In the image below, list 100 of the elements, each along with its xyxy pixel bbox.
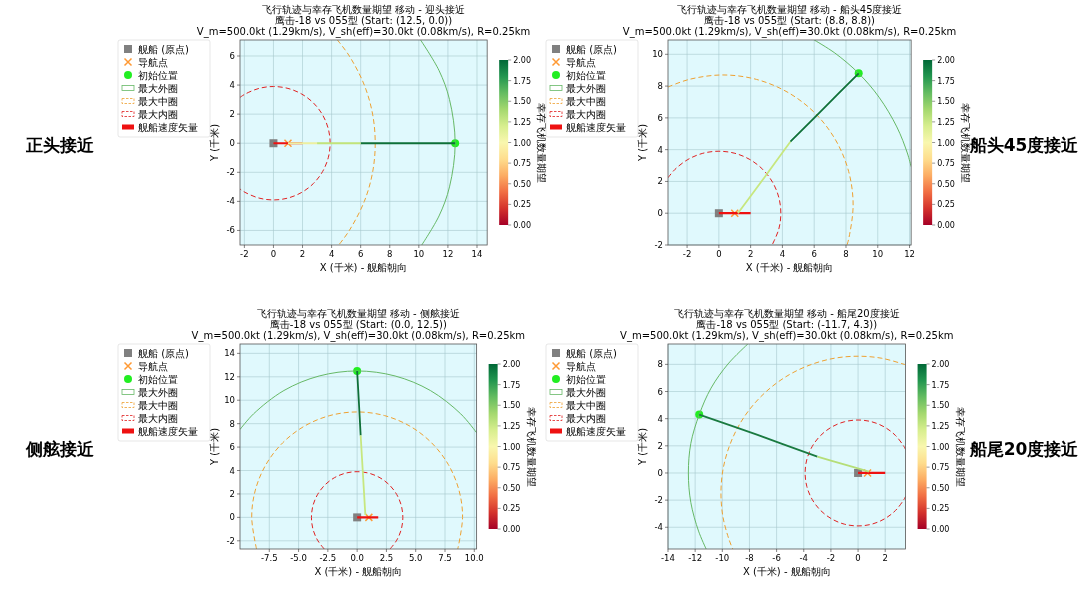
x-tick-label: -14	[661, 553, 675, 563]
color-bar-label: 0.00	[513, 221, 531, 230]
x-tick-label: 12	[442, 249, 454, 259]
color-bar-title: 幸存飞机数量期望	[536, 102, 548, 183]
y-tick-label: -2	[226, 535, 235, 546]
y-tick-label: 4	[657, 144, 663, 155]
color-bar-label: 1.25	[513, 117, 531, 127]
chart-title: 飞行轨迹与幸存飞机数量期望 移动 - 侧舷接近	[256, 308, 460, 319]
x-tick-label: 8	[387, 249, 393, 259]
legend-label: 舰船速度矢量	[566, 121, 626, 133]
legend-label: 舰船速度矢量	[138, 425, 198, 437]
x-tick-label: 0	[270, 249, 277, 259]
color-bar-label: 0.00	[931, 525, 950, 534]
x-tick-label: 2	[299, 249, 306, 259]
legend-label: 最大中圈	[138, 95, 178, 107]
color-bar-label: 1.50	[502, 401, 521, 411]
line-series	[336, 40, 376, 245]
color-bar-label: 1.00	[931, 442, 950, 452]
legend-label: 最大内圈	[138, 108, 178, 120]
color-bar-label: 0.50	[513, 179, 531, 189]
color-bar-label: 1.25	[937, 117, 955, 127]
x-tick-label: -5.0	[290, 553, 307, 563]
x-tick-label: 8	[843, 249, 849, 259]
y-tick-label: 12	[224, 371, 235, 382]
color-bar-label: 0.25	[513, 200, 531, 210]
line-series	[668, 150, 782, 245]
x-tick-label: 2.5	[379, 553, 394, 563]
legend-label: 导航点	[138, 360, 168, 372]
chart-title: 飞行轨迹与幸存飞机数量期望 移动 - 船头45度接近	[676, 4, 903, 15]
x-axis-title: X (千米) - 舰船朝向	[745, 262, 834, 273]
legend-label: 初始位置	[138, 373, 178, 385]
x-tick-label: -12	[688, 553, 703, 563]
color-bar-label: 1.00	[513, 138, 531, 148]
x-tick-label: -7.5	[260, 553, 278, 563]
color-bar-label: 1.50	[937, 97, 955, 107]
y-tick-label: 4	[229, 465, 235, 476]
x-tick-label: -2.5	[319, 553, 337, 563]
x-tick-label: 4	[328, 249, 335, 259]
legend-label: 舰船速度矢量	[566, 425, 626, 437]
y-axis-title: Y (千米)	[209, 123, 220, 163]
x-tick-label: 2	[882, 553, 888, 563]
y-tick-label: 8	[229, 418, 235, 429]
x-axis-title: X (千米) - 舰船朝向	[314, 566, 403, 577]
color-bar-title: 幸存飞机数量期望	[954, 406, 966, 487]
color-bar-label: 0.75	[931, 463, 950, 473]
legend-label: 舰船 (原点)	[566, 43, 618, 55]
chart-subtitle: 鹰击-18 vs 055型 (Start: (0.0, 12.5)) V_m=500.0kt (1.29km/s), V_sh(eff)=30.0kt (0.08km/s), R=0.25km	[191, 319, 526, 342]
chart-subtitle: 鹰击-18 vs 055型 (Start: (-11.7, 4.3)) V_m=500.0kt (1.29km/s), V_sh(eff)=30.0kt (0.08km/s), R=0.25km	[620, 319, 954, 342]
x-tick-label: 12	[904, 249, 915, 259]
y-tick-label: 2	[657, 176, 663, 187]
chart-subtitle: 鹰击-18 vs 055型 (Start: (12.5, 0.0)) V_m=500.0kt (1.29km/s), V_sh(eff)=30.0kt (0.08km/s), R=0.25km	[196, 15, 531, 38]
color-bar-label: 1.50	[931, 401, 950, 411]
color-bar-label: 0.50	[502, 483, 521, 493]
legend-label: 最大中圈	[566, 95, 606, 107]
y-tick-label: 10	[224, 395, 235, 406]
color-bar-label: 0.75	[513, 159, 531, 169]
x-tick-label: 7.5	[438, 553, 452, 563]
color-bar-label: 1.75	[502, 380, 521, 390]
y-tick-label: -2	[654, 240, 663, 250]
color-bar-label: 1.25	[931, 421, 950, 431]
color-bar-label: 0.25	[931, 504, 950, 514]
x-tick-label: 0	[716, 249, 722, 259]
color-bar-label: 0.00	[502, 525, 521, 534]
y-tick-label: 8	[657, 81, 663, 92]
legend-label: 最大内圈	[138, 412, 178, 424]
color-bar-label: 0.50	[937, 179, 955, 189]
y-axis-title: Y (千米)	[637, 427, 648, 467]
y-axis-title: Y (千米)	[637, 123, 648, 163]
x-tick-label: 6	[357, 249, 364, 259]
y-tick-label: 2	[229, 488, 235, 499]
color-bar-label: 1.00	[502, 442, 521, 452]
color-bar-label: 0.75	[502, 463, 521, 473]
x-tick-label: 6	[811, 249, 817, 259]
x-tick-label: -2	[826, 553, 836, 563]
y-tick-label: 4	[657, 413, 663, 424]
y-tick-label: 6	[229, 442, 235, 453]
y-tick-label: 6	[229, 50, 235, 61]
color-bar-label: 0.25	[502, 504, 521, 514]
y-tick-label: 8	[657, 359, 663, 370]
legend-label: 最大外圈	[566, 82, 606, 94]
line-series	[251, 411, 464, 549]
color-bar-label: 2.00	[931, 360, 950, 369]
legend-label: 舰船 (原点)	[566, 347, 618, 359]
color-bar-label: 2.00	[502, 360, 521, 369]
x-tick-label: -10	[715, 553, 730, 563]
y-tick-label: 0	[657, 467, 663, 478]
color-bar-label: 0.75	[937, 159, 955, 169]
x-axis-title: X (千米) - 舰船朝向	[319, 262, 408, 273]
x-tick-label: 14	[471, 249, 483, 259]
legend-label: 最大内圈	[566, 108, 606, 120]
y-tick-label: -4	[226, 196, 235, 207]
line-series	[310, 471, 404, 549]
color-bar-label: 1.25	[502, 421, 521, 431]
x-tick-label: 5.0	[408, 553, 423, 563]
line-series	[804, 419, 906, 527]
color-bar-label: 1.00	[937, 138, 955, 148]
legend-label: 最大中圈	[566, 399, 606, 411]
legend-label: 导航点	[138, 56, 168, 68]
legend-label: 舰船 (原点)	[138, 347, 190, 359]
y-tick-label: 4	[229, 80, 235, 91]
